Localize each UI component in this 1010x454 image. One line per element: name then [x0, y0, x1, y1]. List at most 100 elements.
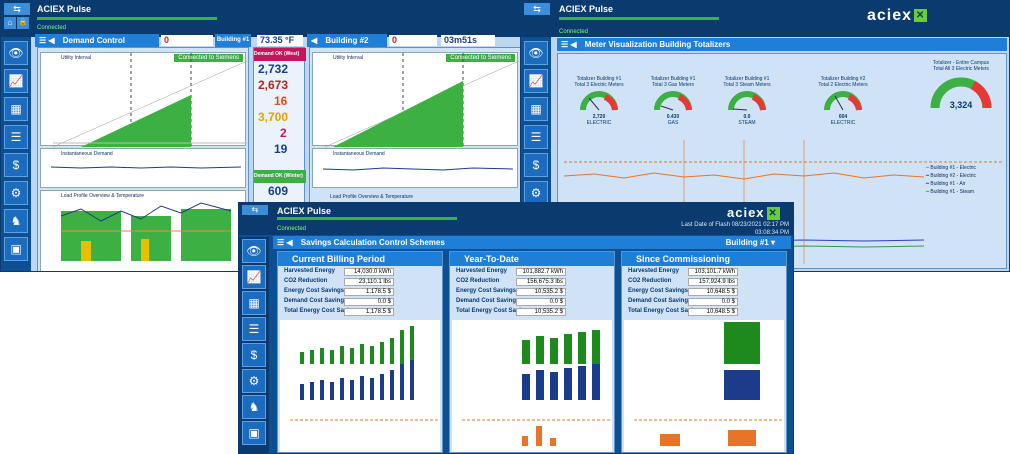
- report-icon[interactable]: ☰: [4, 125, 28, 149]
- gauge-3-sub: Total 3 Steam Meters: [723, 82, 771, 88]
- card-1-row-3: Energy Cost Savings 1,178.5 $: [284, 288, 436, 297]
- chess-icon[interactable]: ♞: [4, 209, 28, 233]
- app-title: ACIEX Pulse: [37, 4, 92, 14]
- side-nav-2: 👁 📈 ▦ ☰ $ ⚙: [521, 37, 551, 271]
- aciex-logo-3: aciex ✕: [727, 205, 780, 221]
- home-button[interactable]: ⌂: [4, 17, 16, 29]
- building-select[interactable]: Building #1 ▾: [725, 238, 775, 247]
- card-1-header: Current Billing Period: [278, 252, 442, 266]
- card-2-header: Year-To-Date: [450, 252, 614, 266]
- eye-icon[interactable]: 👁: [524, 41, 548, 65]
- table-icon[interactable]: ▦: [242, 291, 266, 315]
- metric-4: 3,700: [258, 110, 289, 124]
- monitor-icon[interactable]: ▣: [4, 237, 28, 261]
- side-head-2: Demand OK (Winter): [254, 170, 306, 183]
- connection-badge-2: Connected to Siemens: [446, 54, 515, 62]
- card-2-row-3: Energy Cost Savings 10,535.2 $: [456, 288, 608, 297]
- load-profile-plot-1: Load Profile Overview & Temperature: [40, 190, 246, 271]
- gauge-2-sub: Total 3 Gas Meters: [652, 82, 694, 88]
- gauge-4-unit: ELECTRIC: [830, 120, 856, 126]
- legend: ━ Building #1 - Electric ━ Building #2 -…: [926, 164, 976, 196]
- money-icon[interactable]: $: [524, 153, 548, 177]
- legend-item-2: ━ Building #2 - Electric: [926, 173, 976, 179]
- building1-label: Building #1: [216, 37, 250, 43]
- card-year-to-date: Year-To-Date Harvested Energy 101,882.7 k…: [449, 251, 615, 453]
- side-head-1: Demand OK (West): [254, 48, 306, 61]
- card-1-chart: [280, 320, 440, 452]
- plot1-title: Utility Interval: [61, 55, 92, 61]
- nav-toggle-button-3[interactable]: ⇆: [242, 205, 268, 215]
- gauge-1-unit: ELECTRIC: [586, 120, 612, 126]
- menu-icon[interactable]: ☰ ◀: [39, 36, 55, 45]
- menu-icon-2[interactable]: ◀: [311, 36, 318, 45]
- card-3-header: Since Commissioning: [622, 252, 786, 266]
- gauge-1-title: Totalizer Building #1: [576, 76, 622, 82]
- card-2-row-4: Demand Cost Savings 0.0 $: [456, 298, 608, 307]
- metric-7: 609: [268, 184, 289, 198]
- connection-status-2: Connected: [559, 29, 589, 35]
- instantaneous-plot-2: Instantaneous Demand: [312, 148, 518, 188]
- interval-chart-1: [52, 53, 247, 147]
- gauge-2-value: 0.430: [666, 114, 680, 120]
- monitor-icon[interactable]: ▣: [242, 421, 266, 445]
- nav-toggle-button[interactable]: ⇆: [4, 3, 30, 15]
- side-nav: 👁 📈 ▦ ☰ $ ⚙ ♞ ▣: [1, 37, 31, 271]
- chess-icon[interactable]: ♞: [242, 395, 266, 419]
- gauge-2-unit: GAS: [667, 120, 679, 126]
- title-progress-bar-3: [277, 217, 457, 220]
- menu-icon-3[interactable]: ☰ ◀: [561, 40, 577, 49]
- eye-icon[interactable]: 👁: [4, 41, 28, 65]
- chart-icon[interactable]: 📈: [4, 69, 28, 93]
- eye-icon[interactable]: 👁: [242, 239, 266, 263]
- building1-panel: Utility Interval Connected to Siemens In…: [37, 47, 249, 271]
- lock-button[interactable]: 🔒: [17, 17, 29, 29]
- instantaneous-plot-1: Instantaneous Demand: [40, 148, 246, 188]
- gauge-1-value: 2,720: [592, 114, 606, 120]
- card-1-row-2: CO2 Reduction 23,110.1 lbs: [284, 278, 436, 287]
- table-icon[interactable]: ▦: [4, 97, 28, 121]
- card-current-billing: Current Billing Period Harvested Energy 1…: [277, 251, 443, 453]
- loadprofile2-title: Load Profile Overview & Temperature: [330, 194, 414, 200]
- report-icon[interactable]: ☰: [242, 317, 266, 341]
- savings-menu-title: Savings Calculation Control Schemes: [300, 238, 445, 247]
- app-title-3: ACIEX Pulse: [277, 206, 332, 216]
- utility-interval-plot-1: Utility Interval Connected to Siemens: [40, 52, 247, 147]
- card-3-row-5: Total Energy Cost Savings 10,648.5 $: [628, 308, 780, 317]
- chart-icon[interactable]: 📈: [524, 69, 548, 93]
- gauge-3-value: 0.0: [743, 114, 751, 120]
- demand-menu-bar: ☰ ◀ Demand Control: [35, 34, 159, 47]
- gears-icon[interactable]: ⚙: [524, 181, 548, 205]
- savings-window: ⇆ ACIEX Pulse Connected aciex ✕ Last Date…: [238, 202, 794, 454]
- last-date: Last Date of Flash 08/23/2021 02:17 PM 03…: [681, 222, 789, 236]
- menu-title: Demand Control: [62, 36, 126, 45]
- campus-gauge-value: 3,324: [949, 100, 973, 110]
- card-since-commissioning: Since Commissioning Harvested Energy 103,…: [621, 251, 787, 453]
- building2-panel: Utility Interval Connected to Siemens In…: [309, 47, 521, 207]
- aciex-logo-2: aciex ✕: [867, 7, 928, 24]
- gauge-4-value: 604: [838, 114, 848, 120]
- title-bar-2: ⇆ ACIEX Pulse Connected aciex ✕: [521, 1, 1009, 37]
- connection-status: Connected: [37, 25, 67, 31]
- metric-2: 2,673: [258, 78, 289, 92]
- connection-badge-1: Connected to Siemens: [174, 54, 243, 62]
- money-icon[interactable]: $: [242, 343, 266, 367]
- card-1-row-4: Demand Cost Savings 0.0 $: [284, 298, 436, 307]
- card-2-row-1: Harvested Energy 101,882.7 kWh: [456, 268, 608, 277]
- gears-icon[interactable]: ⚙: [242, 369, 266, 393]
- menu-icon-4[interactable]: ☰ ◀: [277, 238, 293, 247]
- gauge-3: Totalizer Building #1 Total 3 Steam Mete…: [712, 76, 782, 126]
- metric-3: 16: [274, 94, 288, 108]
- app-title-2: ACIEX Pulse: [559, 4, 614, 14]
- chart-icon[interactable]: 📈: [242, 265, 266, 289]
- gears-icon[interactable]: ⚙: [4, 181, 28, 205]
- table-icon[interactable]: ▦: [524, 97, 548, 121]
- money-icon[interactable]: $: [4, 153, 28, 177]
- nav-toggle-button-2[interactable]: ⇆: [524, 3, 550, 15]
- gauge-4-title: Totalizer Building #2: [820, 76, 866, 82]
- gauge-2: Totalizer Building #1 Total 3 Gas Meters…: [638, 76, 708, 126]
- card-2-row-5: Total Energy Cost Savings 10,535.2 $: [456, 308, 608, 317]
- card-2-row-2: CO2 Reduction 156,675.3 lbs: [456, 278, 608, 287]
- campus-gauge-title: Totalizer - Entire Campus: [932, 60, 990, 66]
- legend-item-3: ━ Building #1 - Air: [926, 181, 966, 187]
- report-icon[interactable]: ☰: [524, 125, 548, 149]
